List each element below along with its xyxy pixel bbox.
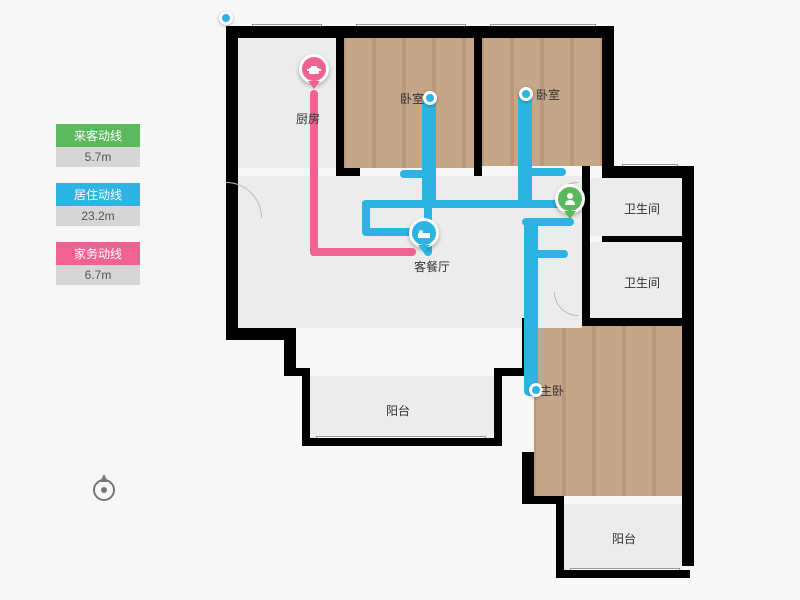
wall — [336, 168, 360, 176]
wall — [602, 236, 686, 242]
path-endpoint-dot — [519, 87, 533, 101]
movement-legend: 来客动线 5.7m 居住动线 23.2m 家务动线 6.7m — [56, 124, 140, 301]
path-segment — [362, 200, 572, 208]
wall — [494, 368, 502, 446]
wall — [682, 166, 694, 566]
path-segment — [518, 168, 566, 176]
floor-plan: 厨房 卧室 卧室 卫生间 卫生间 客餐厅 主卧 阳台 阳台 — [226, 18, 750, 584]
path-endpoint-dot — [423, 91, 437, 105]
wall — [336, 26, 344, 176]
path-dot-bedroom1 — [219, 11, 233, 25]
wall — [582, 318, 692, 326]
wall — [556, 496, 564, 576]
wall — [302, 438, 502, 446]
marker-entry — [555, 184, 585, 222]
wall — [226, 26, 614, 38]
path-segment — [422, 98, 436, 208]
label-living: 客餐厅 — [414, 258, 450, 275]
label-kitchen: 厨房 — [296, 110, 320, 127]
marker-living — [409, 218, 439, 256]
room-hallway-lower — [534, 318, 582, 328]
label-bathroom2: 卫生间 — [624, 274, 660, 291]
wall — [226, 26, 238, 336]
label-bathroom1: 卫生间 — [624, 200, 660, 217]
wall — [602, 26, 614, 166]
path-segment — [524, 250, 568, 258]
path-segment — [400, 170, 436, 178]
path-segment — [524, 218, 538, 396]
legend-label: 居住动线 — [56, 183, 140, 206]
room-master — [534, 326, 682, 496]
legend-label: 家务动线 — [56, 242, 140, 265]
legend-value: 23.2m — [56, 206, 140, 226]
legend-label: 来客动线 — [56, 124, 140, 147]
label-balcony1: 阳台 — [386, 402, 410, 419]
wall — [474, 26, 482, 176]
bed-icon — [416, 225, 432, 241]
path-segment — [518, 94, 532, 208]
person-icon — [562, 191, 578, 207]
label-bedroom1: 卧室 — [400, 90, 424, 107]
label-balcony2: 阳台 — [612, 530, 636, 547]
compass-icon — [88, 472, 120, 504]
wall — [556, 570, 690, 578]
pot-icon — [306, 61, 322, 77]
wall — [602, 166, 694, 178]
path-segment — [310, 248, 416, 256]
label-bedroom2: 卧室 — [536, 86, 560, 103]
label-master: 主卧 — [540, 382, 564, 399]
legend-item-living: 居住动线 23.2m — [56, 183, 140, 226]
legend-item-guest: 来客动线 5.7m — [56, 124, 140, 167]
legend-item-chores: 家务动线 6.7m — [56, 242, 140, 285]
marker-kitchen — [299, 54, 329, 92]
legend-value: 6.7m — [56, 265, 140, 285]
legend-value: 5.7m — [56, 147, 140, 167]
wall — [302, 368, 310, 444]
